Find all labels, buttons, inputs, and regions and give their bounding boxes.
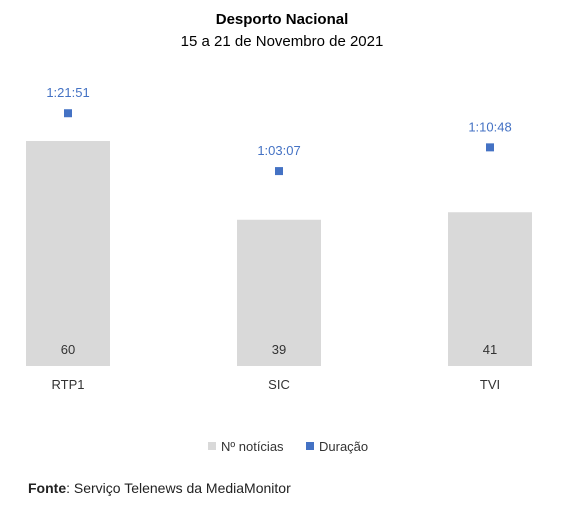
category-label-sic: SIC (268, 377, 290, 392)
bar-tvi (448, 212, 532, 366)
legend-swatch-noticias (208, 442, 216, 450)
legend: Nº notícias Duração (208, 439, 368, 454)
bar-value-label-tvi: 41 (483, 342, 497, 357)
duration-point-rtp1 (64, 109, 72, 118)
legend-label-duracao: Duração (319, 439, 368, 454)
legend-swatch-duracao (306, 442, 314, 450)
chart-title: Desporto Nacional (216, 11, 349, 28)
category-label-rtp1: RTP1 (52, 377, 85, 392)
bar-value-label-rtp1: 60 (61, 342, 75, 357)
chart: Desporto Nacional 15 a 21 de Novembro de… (26, 11, 532, 454)
legend-label-noticias: Nº notícias (221, 439, 284, 454)
chart-subtitle: 15 a 21 de Novembro de 2021 (181, 33, 384, 50)
source-text: : Serviço Telenews da MediaMonitor (66, 480, 291, 496)
bar-sic (237, 219, 321, 366)
duration-point-tvi (486, 143, 494, 152)
bar-value-label-sic: 39 (272, 342, 286, 357)
category-label-tvi: TVI (480, 377, 500, 392)
duration-label-sic: 1:03:07 (257, 143, 300, 158)
plot-area: 60 RTP1 1:21:51 39 SIC 1:03:07 41 TVI 1:10:48 (26, 85, 532, 392)
source-label: Fonte (28, 480, 67, 496)
bar-rtp1 (26, 141, 110, 366)
duration-label-rtp1: 1:21:51 (46, 85, 89, 100)
duration-label-tvi: 1:10:48 (468, 119, 511, 134)
duration-point-sic (275, 167, 283, 176)
source-note: Fonte: Serviço Telenews da MediaMonitor (28, 480, 291, 496)
